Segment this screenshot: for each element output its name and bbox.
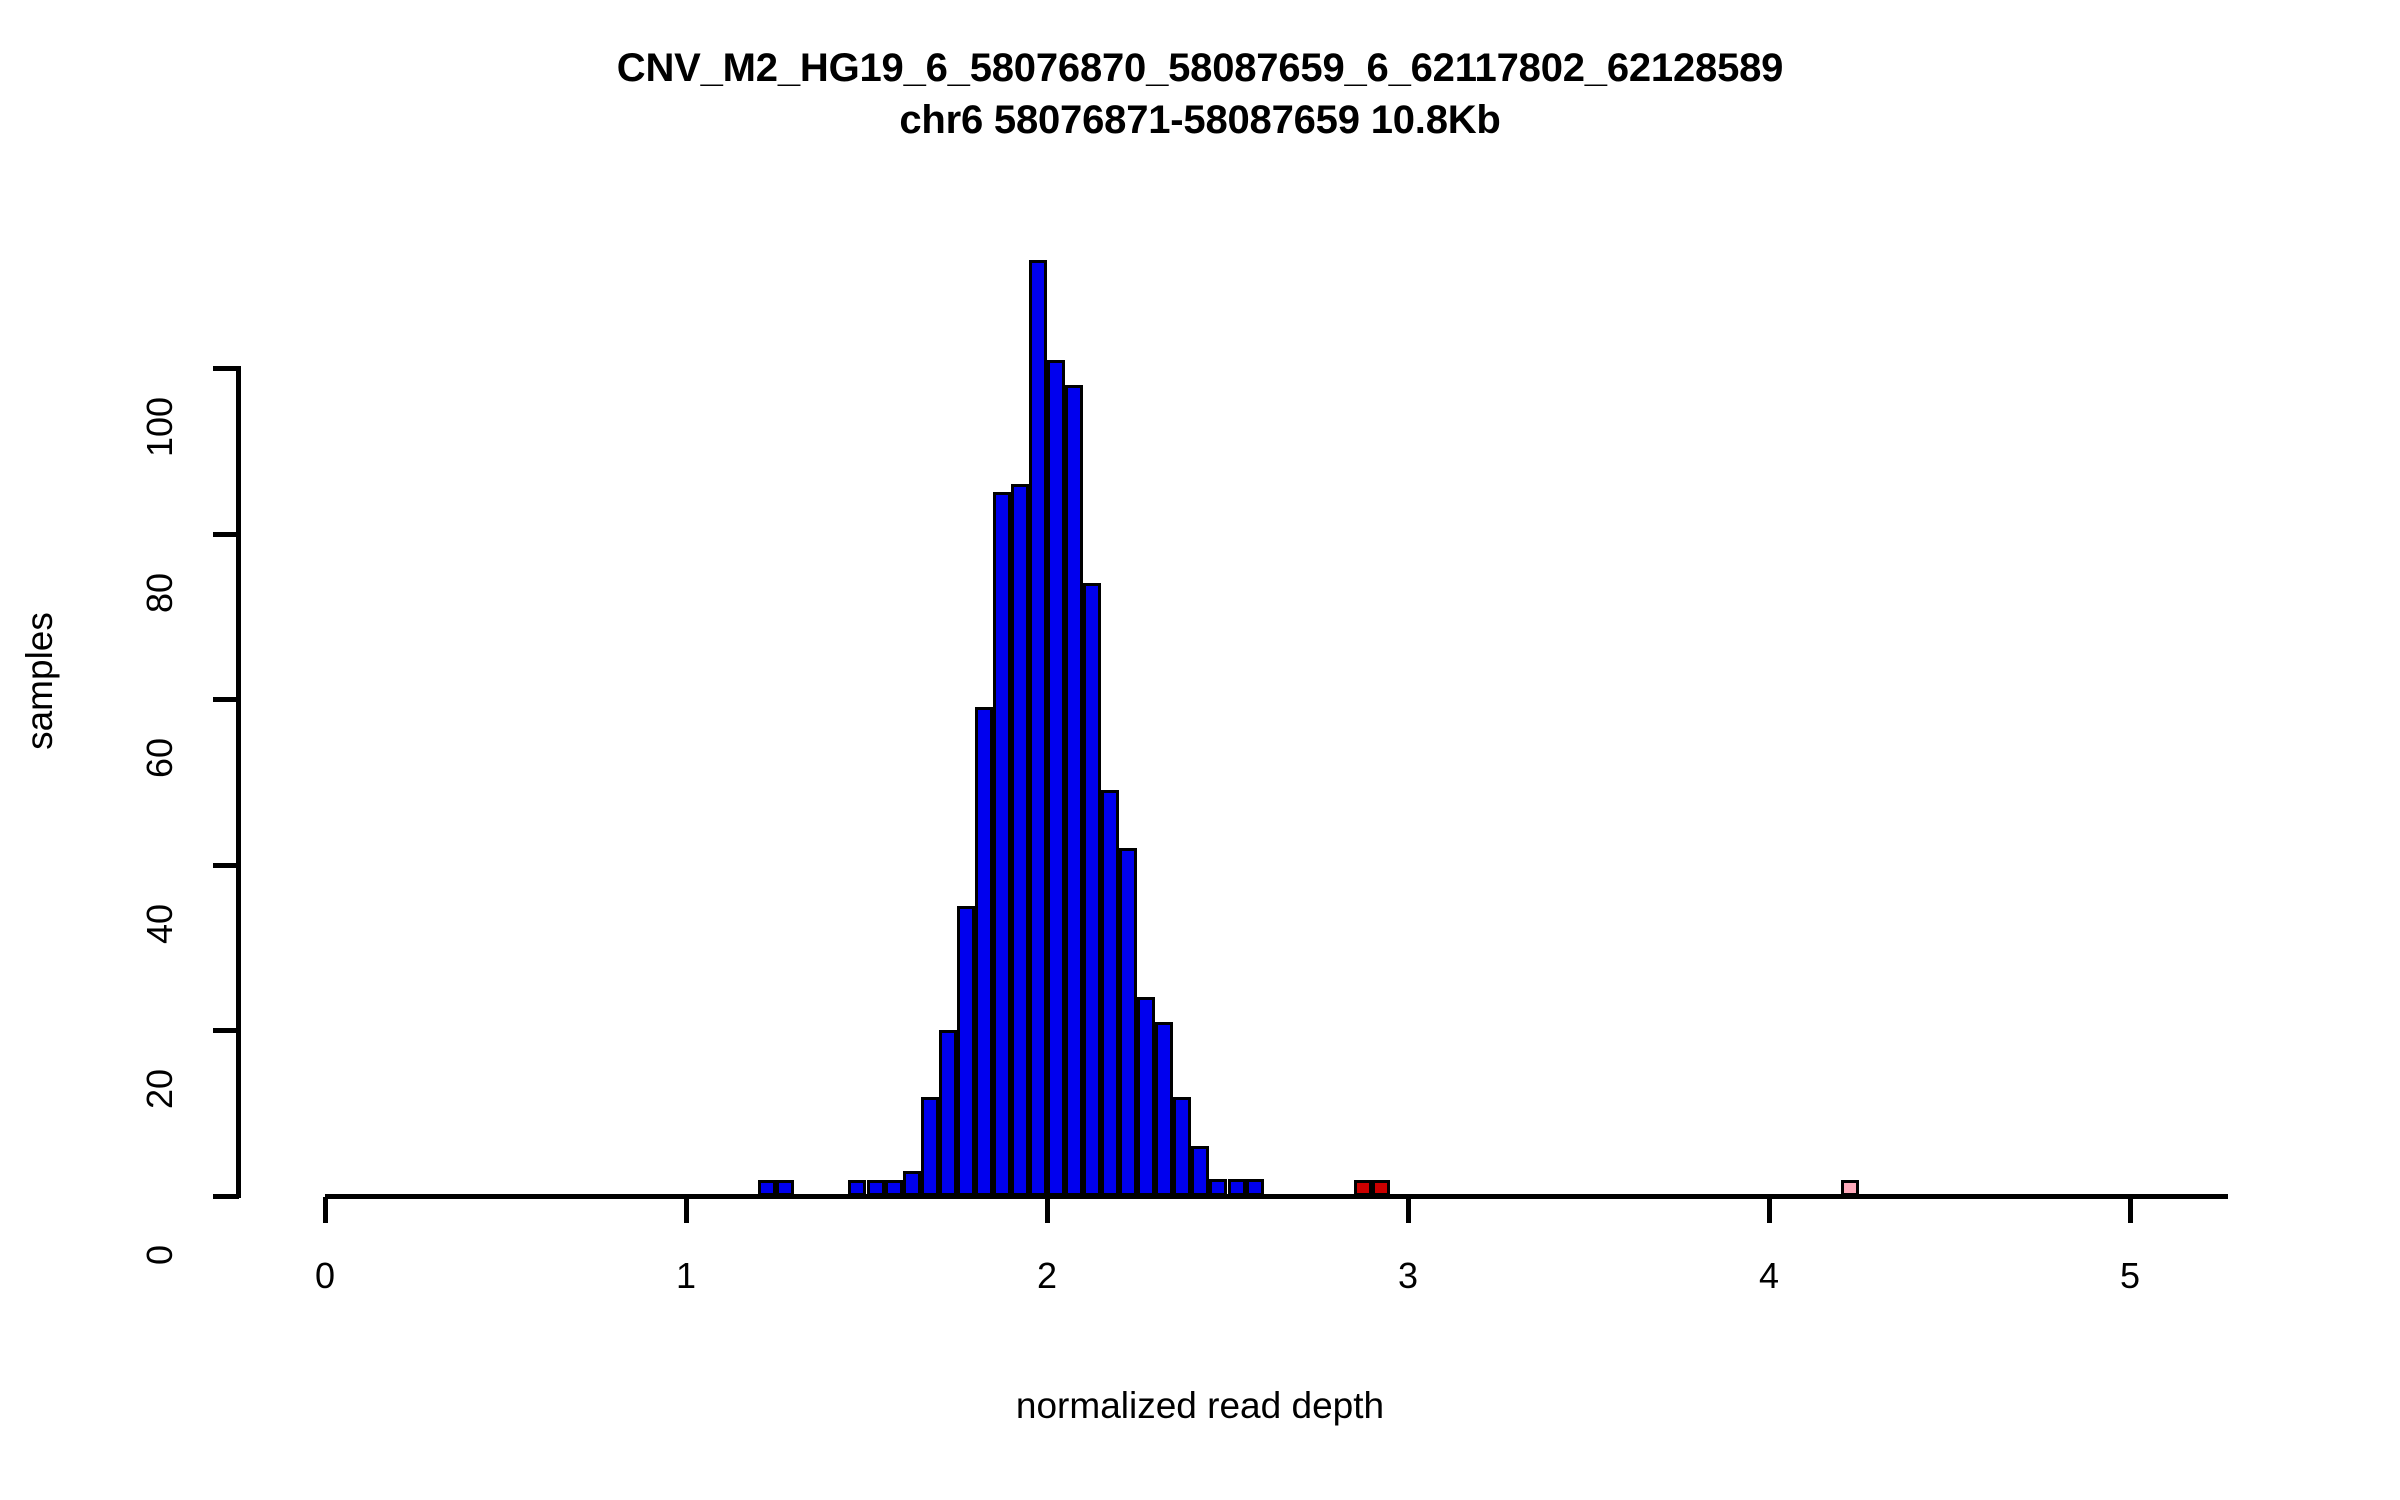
histogram-bar xyxy=(1047,359,1066,1196)
x-tick-label-4: 4 xyxy=(1758,1255,1780,1296)
x-axis-label: normalized read depth xyxy=(1015,1385,1385,1426)
x-axis-line xyxy=(325,1194,2228,1199)
histogram-bar xyxy=(992,492,1011,1196)
histogram-bar xyxy=(1191,1146,1210,1196)
y-axis-label: samples xyxy=(19,612,60,750)
histogram-bar xyxy=(1227,1179,1246,1196)
histogram-bar xyxy=(1065,384,1084,1196)
x-tick-0 xyxy=(323,1197,328,1223)
x-tick-3 xyxy=(1406,1197,1411,1223)
y-tick-60 xyxy=(213,697,239,703)
histogram-bar xyxy=(1371,1180,1390,1196)
x-tick-label-2: 2 xyxy=(1036,1255,1058,1296)
histogram-bar xyxy=(776,1180,795,1196)
x-tick-1 xyxy=(684,1197,689,1223)
histogram-bar xyxy=(758,1180,777,1196)
x-tick-label-1: 1 xyxy=(675,1255,697,1296)
histogram-bar xyxy=(884,1180,903,1196)
y-tick-20 xyxy=(213,1028,239,1034)
histogram-bar xyxy=(848,1180,867,1196)
histogram-bar xyxy=(1010,483,1029,1196)
histogram-bar xyxy=(1101,790,1120,1196)
x-tick-5 xyxy=(2128,1197,2133,1223)
x-tick-label-5: 5 xyxy=(2119,1255,2141,1296)
x-tick-label-0: 0 xyxy=(314,1255,336,1296)
histogram-bar xyxy=(1209,1179,1228,1196)
histogram-bar xyxy=(974,707,993,1196)
histogram-bar xyxy=(1841,1180,1860,1196)
y-tick-40 xyxy=(213,862,239,868)
x-tick-label-3: 3 xyxy=(1397,1255,1419,1296)
histogram-bar xyxy=(1137,997,1156,1196)
histogram-bar xyxy=(902,1171,921,1196)
y-tick-100 xyxy=(213,366,239,371)
histogram-bar xyxy=(1119,848,1138,1196)
histogram-bar xyxy=(920,1096,939,1196)
histogram-bar xyxy=(1028,260,1047,1196)
x-tick-2 xyxy=(1045,1197,1050,1223)
histogram-bar xyxy=(1083,583,1102,1196)
histogram-bar xyxy=(1353,1180,1372,1196)
histogram-bar xyxy=(1155,1022,1174,1196)
histogram-bar xyxy=(1245,1179,1264,1196)
histogram-bar xyxy=(956,906,975,1196)
y-tick-0 xyxy=(213,1194,239,1199)
histogram-bar xyxy=(866,1180,885,1196)
y-axis-line xyxy=(236,366,241,1198)
x-tick-4 xyxy=(1767,1197,1772,1223)
chart-title-line-1: CNV_M2_HG19_6_58076870_58087659_6_621178… xyxy=(616,46,1784,90)
chart-title: CNV_M2_HG19_6_58076870_58087659_6_621178… xyxy=(0,42,2400,146)
histogram-bar xyxy=(938,1030,957,1196)
histogram-bar xyxy=(1173,1096,1192,1196)
y-tick-80 xyxy=(213,531,239,537)
chart-title-line-2: chr6 58076871-58087659 10.8Kb xyxy=(899,98,1501,142)
